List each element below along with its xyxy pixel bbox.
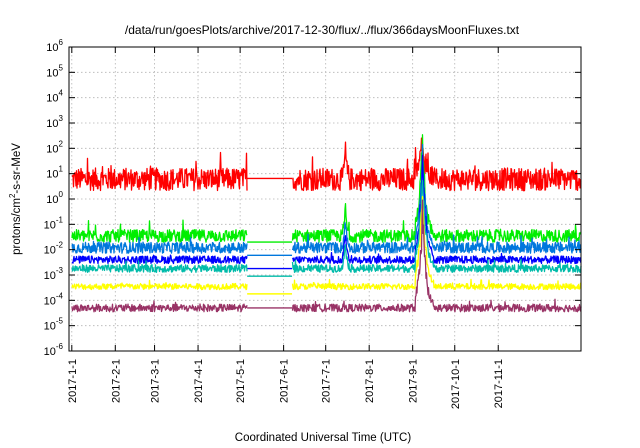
y-tick-label: 100 xyxy=(46,190,63,206)
x-tick-label: 2017-10-1 xyxy=(450,359,462,409)
series-trace xyxy=(71,199,582,313)
y-tick-label: 104 xyxy=(46,89,63,105)
x-axis-label: Coordinated Universal Time (UTC) xyxy=(235,432,412,444)
y-tick-label: 102 xyxy=(46,139,63,155)
y-tick-label: 10-4 xyxy=(44,291,64,307)
y-tick-label: 10-3 xyxy=(44,266,64,282)
y-tick-label: 10-2 xyxy=(44,241,64,257)
series-trace xyxy=(71,195,582,295)
series-line xyxy=(71,137,582,192)
y-tick-labels: 10-6 10-5 10-4 10-3 10-2 10-1 100 101 102 103 104 1… xyxy=(44,38,64,358)
x-tick-label: 2017-8-1 xyxy=(364,359,376,403)
x-tick-label: 2017-11-1 xyxy=(493,359,505,408)
y-tick-label: 101 xyxy=(46,165,63,181)
y-tick-label: 10-6 xyxy=(44,342,64,358)
y-tick-label: 10-5 xyxy=(44,317,64,333)
series-line xyxy=(71,134,582,243)
series-line xyxy=(71,154,582,265)
series-line xyxy=(71,143,582,254)
series-line xyxy=(71,199,582,313)
x-tick-label: 2017-9-1 xyxy=(408,359,420,403)
x-tick-label: 2017-5-1 xyxy=(235,359,247,403)
x-tick-label: 2017-3-1 xyxy=(150,359,162,403)
y-tick-label: 10-1 xyxy=(44,215,64,231)
x-tick-label: 2017-7-1 xyxy=(321,359,333,403)
series-line xyxy=(71,180,582,273)
series-trace xyxy=(71,154,582,270)
series-trace xyxy=(71,180,582,277)
axis-ticks xyxy=(69,46,581,352)
y-tick-label: 106 xyxy=(46,38,63,54)
series-trace xyxy=(71,143,582,256)
x-tick-labels: 2017-1-1 2017-2-1 2017-3-1 2017-4-1 2017-5-1… xyxy=(67,359,505,409)
chart-title: /data/run/goesPlots/archive/2017-12-30/f… xyxy=(125,23,520,37)
y-tick-label: 105 xyxy=(46,63,63,79)
x-tick-label: 2017-4-1 xyxy=(193,359,205,403)
x-tick-label: 2017-1-1 xyxy=(67,359,79,403)
y-tick-label: 103 xyxy=(46,114,63,130)
y-axis-label: protons/cm2-s-sr-MeV xyxy=(8,143,23,255)
x-tick-label: 2017-6-1 xyxy=(279,359,291,403)
series-trace xyxy=(71,137,582,192)
series-trace xyxy=(71,134,582,243)
series-layer xyxy=(71,134,582,313)
series-line xyxy=(71,195,582,291)
x-tick-label: 2017-2-1 xyxy=(110,359,122,403)
